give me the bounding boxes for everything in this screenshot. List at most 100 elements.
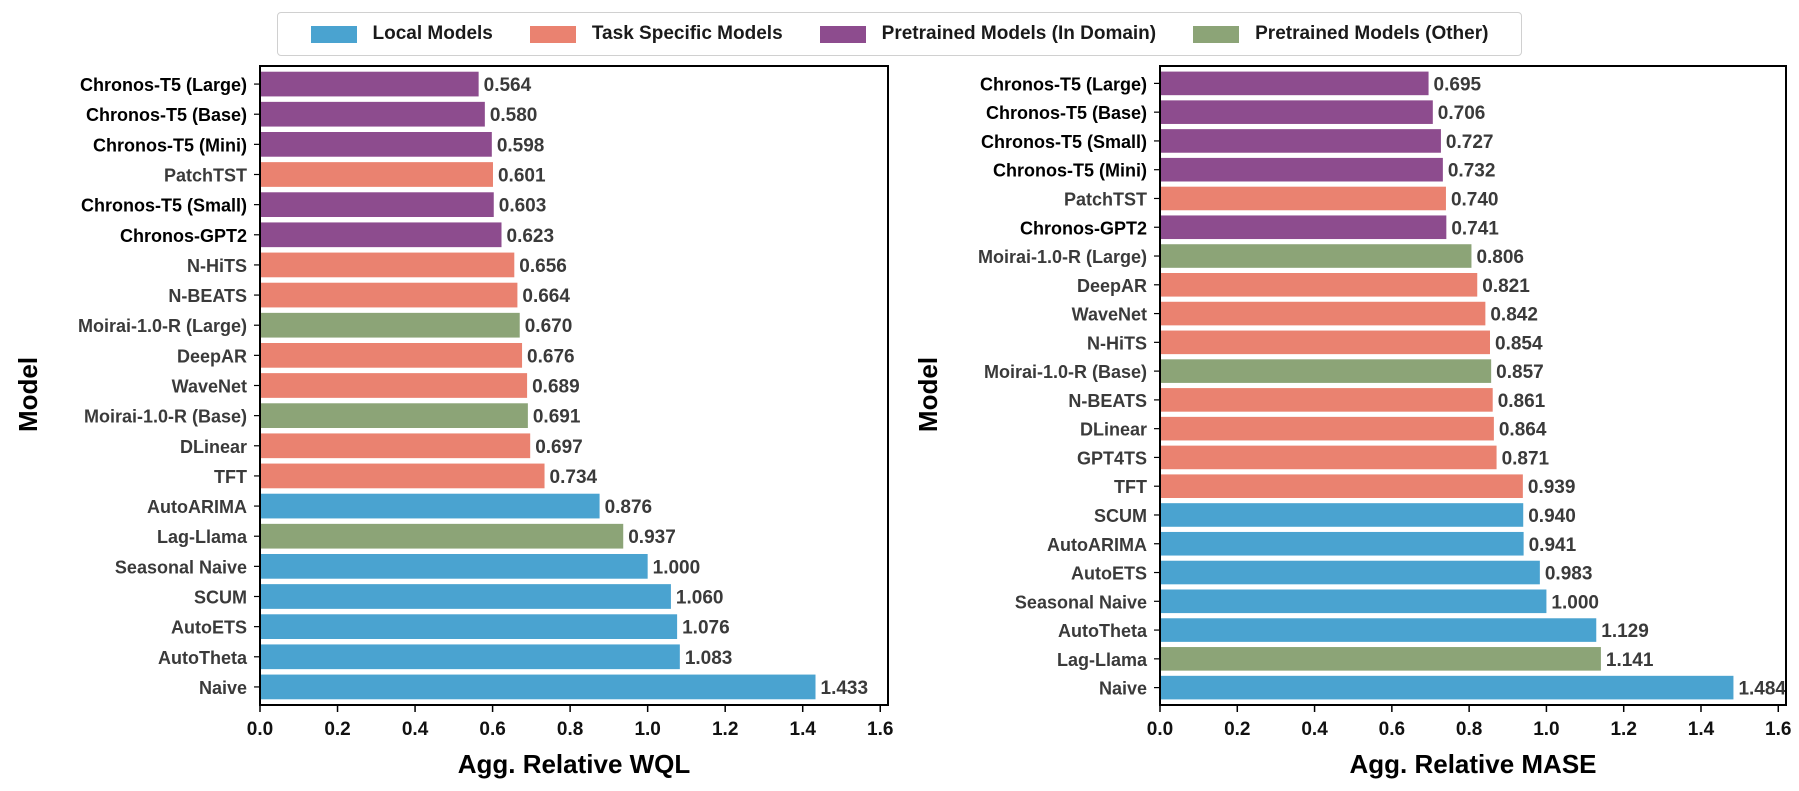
bar-mase-11 [1160,388,1493,412]
bar-value-label: 1.076 [682,618,730,639]
category-label: Seasonal Naive [1015,592,1147,612]
bar-wql-2 [260,131,492,157]
category-label: Moirai-1.0-R (Large) [978,247,1147,267]
bar-wql-17 [260,584,671,609]
chart-panel-wql: 0.564 Chronos-T5 (Large) 0.580 Chronos-T5 (… [13,65,893,779]
bar-mase-2 [1160,129,1441,153]
bar-value-label: 0.623 [507,226,555,247]
bar-value-label: 0.740 [1451,189,1499,210]
category-label: DeepAR [177,346,247,366]
bar-wql-1 [260,101,485,127]
bar-mase-14 [1160,474,1523,499]
x-tick-label: 0.6 [479,719,505,740]
category-label: PatchTST [164,166,247,186]
y-axis-title: Model [913,357,943,432]
category-label: Naive [1099,679,1147,699]
bar-wql-10 [260,373,528,398]
bar-mase-18 [1160,589,1547,614]
category-label: Moirai-1.0-R (Base) [984,362,1147,382]
x-tick-label: 1.2 [712,719,738,740]
x-tick-label: 1.4 [1688,719,1715,740]
category-label: AutoTheta [158,648,248,668]
bar-mase-15 [1160,503,1524,527]
category-label: Chronos-T5 (Base) [986,103,1147,123]
category-label: Chronos-T5 (Small) [81,196,247,216]
bar-wql-5 [260,222,502,248]
bar-mase-19 [1160,618,1597,642]
legend-swatch-in-domain [819,25,866,43]
bar-value-label: 0.876 [605,497,653,518]
bar-value-label: 0.664 [522,286,570,307]
bar-mase-6 [1160,244,1472,268]
category-label: Lag-Llama [1057,650,1148,670]
category-label: Chronos-T5 (Large) [980,74,1147,94]
bar-value-label: 0.706 [1438,103,1486,124]
bar-value-label: 1.000 [653,557,701,578]
bar-value-label: 0.564 [484,75,532,96]
bar-value-label: 1.141 [1606,650,1654,671]
bar-wql-12 [260,433,531,459]
bar-value-label: 0.656 [519,256,567,277]
bar-value-label: 0.695 [1434,74,1482,95]
category-label: AutoTheta [1058,621,1148,641]
category-label: N-HiTS [187,256,247,276]
legend-swatch-local [310,25,357,43]
category-label: DLinear [180,437,247,457]
bar-mase-16 [1160,531,1524,556]
category-label: WaveNet [172,377,247,397]
bar-value-label: 0.670 [525,316,573,337]
bar-mase-8 [1160,301,1486,326]
bar-value-label: 1.484 [1738,679,1786,700]
category-label: Moirai-1.0-R (Base) [84,407,247,427]
category-label: GPT4TS [1077,448,1147,468]
category-label: N-BEATS [168,286,247,306]
category-label: AutoETS [171,618,247,638]
bar-value-label: 0.806 [1476,247,1524,268]
bar-value-label: 1.433 [821,678,869,699]
legend: Local Models Task Specific Models Pretra… [277,12,1522,56]
bar-wql-3 [260,162,493,187]
bar-value-label: 0.598 [497,135,545,156]
x-tick-label: 0.4 [402,719,429,740]
bar-wql-9 [260,342,523,368]
bar-value-label: 0.741 [1451,218,1499,239]
legend-label-task: Task Specific Models [591,23,783,44]
bar-value-label: 0.941 [1529,535,1577,556]
bar-wql-14 [260,493,600,519]
category-label: TFT [214,467,247,487]
x-tick-label: 1.6 [1765,719,1791,740]
bar-mase-13 [1160,445,1497,470]
category-label: Chronos-T5 (Small) [981,132,1147,152]
category-label: Chronos-T5 (Large) [80,75,247,95]
category-label: Moirai-1.0-R (Large) [78,316,247,336]
bar-mase-1 [1160,100,1433,124]
bar-wql-16 [260,553,648,579]
bar-value-label: 0.603 [499,196,547,217]
x-tick-label: 1.0 [634,719,660,740]
bar-value-label: 1.000 [1551,592,1599,613]
legend-label-other: Pretrained Models (Other) [1255,23,1489,44]
category-label: Chronos-T5 (Mini) [993,161,1147,181]
category-label: AutoARIMA [1047,535,1147,555]
x-tick-label: 0.8 [1456,719,1482,740]
x-tick-label: 1.6 [867,719,893,740]
legend-item-other: Pretrained Models (Other) [1193,23,1488,45]
bar-value-label: 0.727 [1446,132,1494,153]
bar-wql-7 [260,282,518,308]
legend-swatch-other [1193,25,1240,43]
bar-wql-0 [260,71,479,97]
bar-value-label: 0.937 [628,527,676,548]
x-tick-label: 0.0 [247,719,273,740]
legend-label-in-domain: Pretrained Models (In Domain) [881,23,1157,44]
bar-wql-18 [260,614,678,640]
bar-mase-12 [1160,416,1494,441]
category-label: AutoARIMA [147,497,247,517]
x-tick-label: 0.8 [557,719,583,740]
bar-value-label: 0.732 [1448,161,1496,182]
category-label: Chronos-GPT2 [1020,218,1147,238]
legend-item-in-domain: Pretrained Models (In Domain) [819,23,1157,45]
bar-value-label: 1.060 [676,588,724,609]
x-tick-label: 0.2 [1224,719,1250,740]
bar-value-label: 0.734 [550,467,598,488]
